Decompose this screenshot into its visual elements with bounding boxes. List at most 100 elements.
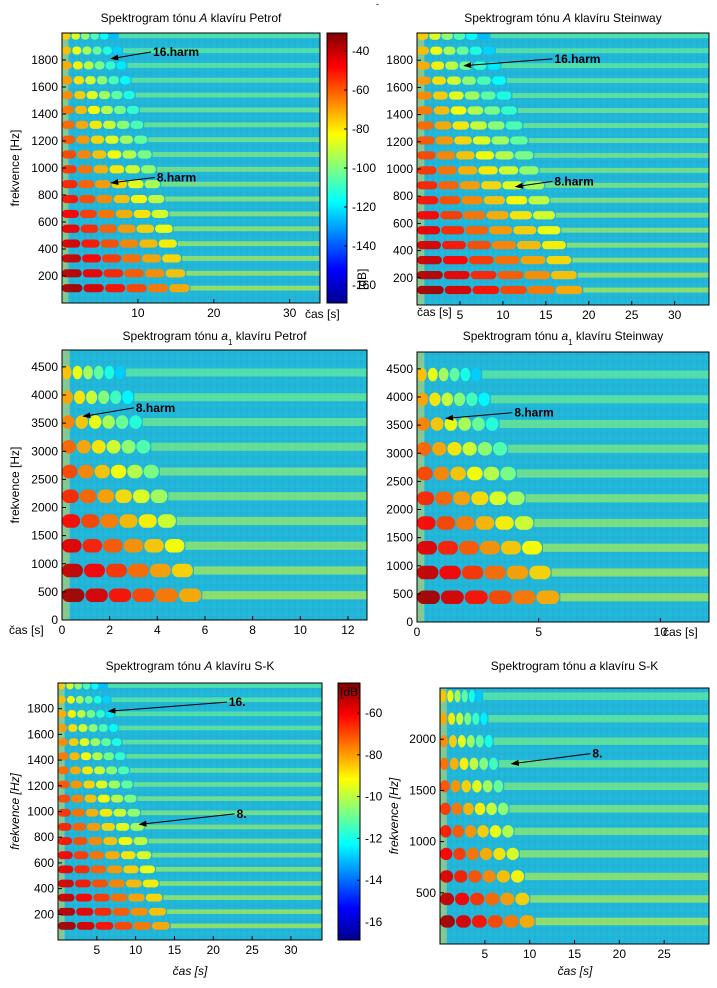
y-tick-label: 1200 <box>31 134 58 148</box>
harmonic-band-10 <box>464 712 472 725</box>
y-tick-label: 1500 <box>409 783 436 797</box>
harmonic-band-5 <box>132 489 150 504</box>
harmonic-tail-10 <box>488 715 709 723</box>
harmonic-band-4 <box>125 879 142 888</box>
harmonic-band-15 <box>62 76 73 85</box>
harmonic-band-2 <box>171 563 193 578</box>
harmonic-band-3 <box>82 254 102 263</box>
harmonic-tail-10 <box>125 368 367 377</box>
harmonic-band-7 <box>88 837 103 845</box>
x-tick-label: 0 <box>59 623 66 637</box>
harmonic-band-9 <box>77 165 93 174</box>
harmonic-band-13 <box>80 752 92 761</box>
harmonic-band-4 <box>417 241 441 250</box>
harmonic-band-1 <box>472 285 500 295</box>
harmonic-band-11 <box>119 135 134 144</box>
harmonic-band-8 <box>458 417 472 431</box>
harmonic-band-17 <box>443 46 456 55</box>
y-tick-label: 600 <box>34 856 54 870</box>
harmonic-band-17 <box>456 46 469 55</box>
harmonic-band-4 <box>541 241 566 250</box>
harmonic-band-5 <box>106 865 123 874</box>
harmonic-band-9 <box>466 392 478 407</box>
harmonic-band-8 <box>472 417 485 431</box>
harmonic-band-9 <box>437 166 457 175</box>
harmonic-band-10 <box>456 151 475 160</box>
harmonic-band-4 <box>479 847 493 861</box>
harmonic-band-7 <box>62 439 76 454</box>
harmonic-band-9 <box>71 808 85 817</box>
harmonic-tail-14 <box>122 739 322 745</box>
harmonic-band-8 <box>62 180 78 189</box>
harmonic-band-8 <box>78 180 95 189</box>
harmonic-band-6 <box>450 466 466 481</box>
harmonic-band-13 <box>433 106 450 115</box>
harmonic-band-6 <box>89 851 105 860</box>
harmonic-band-4 <box>100 514 119 528</box>
harmonic-band-12 <box>106 766 118 775</box>
colorbar-tick-label: -60 <box>365 706 383 720</box>
harmonic-band-10 <box>436 151 456 160</box>
harmonic-band-15 <box>476 76 491 85</box>
harmonic-band-7 <box>450 780 461 793</box>
harmonic-band-10 <box>448 712 456 725</box>
harmonic-band-12 <box>75 120 89 129</box>
harmonic-band-5 <box>441 226 465 235</box>
harmonic-band-2 <box>94 907 112 916</box>
noise-texture <box>440 688 709 944</box>
y-tick-label: 600 <box>393 216 413 230</box>
harmonic-band-18 <box>441 33 453 40</box>
colorbar-label: [dB] <box>355 269 369 290</box>
harmonic-band-18 <box>466 33 478 40</box>
harmonic-tail-11 <box>133 782 322 787</box>
harmonic-band-15 <box>88 724 98 732</box>
y-tick-label: 400 <box>38 242 58 256</box>
harmonic-tail-3 <box>182 255 320 261</box>
harmonic-band-8 <box>102 415 115 429</box>
harmonic-band-15 <box>68 724 78 732</box>
harmonic-band-7 <box>461 196 483 205</box>
harmonic-band-18 <box>109 33 118 40</box>
harmonic-tail-2 <box>186 270 320 276</box>
harmonic-band-2 <box>524 270 551 280</box>
y-tick-label: 3000 <box>386 446 413 460</box>
harmonic-band-10 <box>104 365 115 380</box>
harmonic-tail-6 <box>152 852 322 858</box>
harmonic-tail-12 <box>130 768 322 773</box>
harmonic-band-12 <box>130 120 144 129</box>
harmonic-band-18 <box>90 33 99 40</box>
y-tick-label: 800 <box>34 830 54 844</box>
harmonic-tail-1 <box>560 593 709 602</box>
harmonic-tail-16 <box>501 63 709 69</box>
harmonic-band-10 <box>71 794 84 803</box>
x-tick-label: 5 <box>481 947 488 961</box>
harmonic-band-16 <box>77 709 86 718</box>
harmonic-band-14 <box>101 738 111 746</box>
harmonic-band-15 <box>98 724 108 732</box>
harmonic-band-2 <box>417 565 439 580</box>
harmonic-band-6 <box>73 851 89 860</box>
harmonic-band-15 <box>85 76 96 85</box>
harmonic-band-7 <box>103 837 118 845</box>
harmonic-band-6 <box>474 802 486 816</box>
x-tick-label: 30 <box>283 306 297 320</box>
harmonic-band-7 <box>477 441 493 456</box>
harmonic-band-5 <box>489 491 507 506</box>
x-axis-label: čas [s] <box>558 964 593 978</box>
harmonic-tail-3 <box>543 543 709 552</box>
harmonic-band-5 <box>74 865 90 874</box>
harmonic-band-11 <box>454 136 472 145</box>
x-axis-label: čas [s] <box>305 307 340 321</box>
harmonic-band-8 <box>449 757 459 770</box>
harmonic-band-7 <box>58 837 73 845</box>
harmonic-band-16 <box>58 709 67 718</box>
harmonic-band-11 <box>510 136 528 145</box>
colorbar-tick-label: -14 <box>365 873 383 887</box>
harmonic-tail-14 <box>512 93 709 99</box>
harmonic-band-10 <box>514 151 534 160</box>
harmonic-band-5 <box>537 226 561 235</box>
harmonic-band-1 <box>417 590 440 605</box>
chart-title: Spektrogram tónu A klavíru Petrof <box>101 11 282 25</box>
harmonic-band-7 <box>440 780 450 793</box>
harmonic-band-9 <box>429 392 441 407</box>
